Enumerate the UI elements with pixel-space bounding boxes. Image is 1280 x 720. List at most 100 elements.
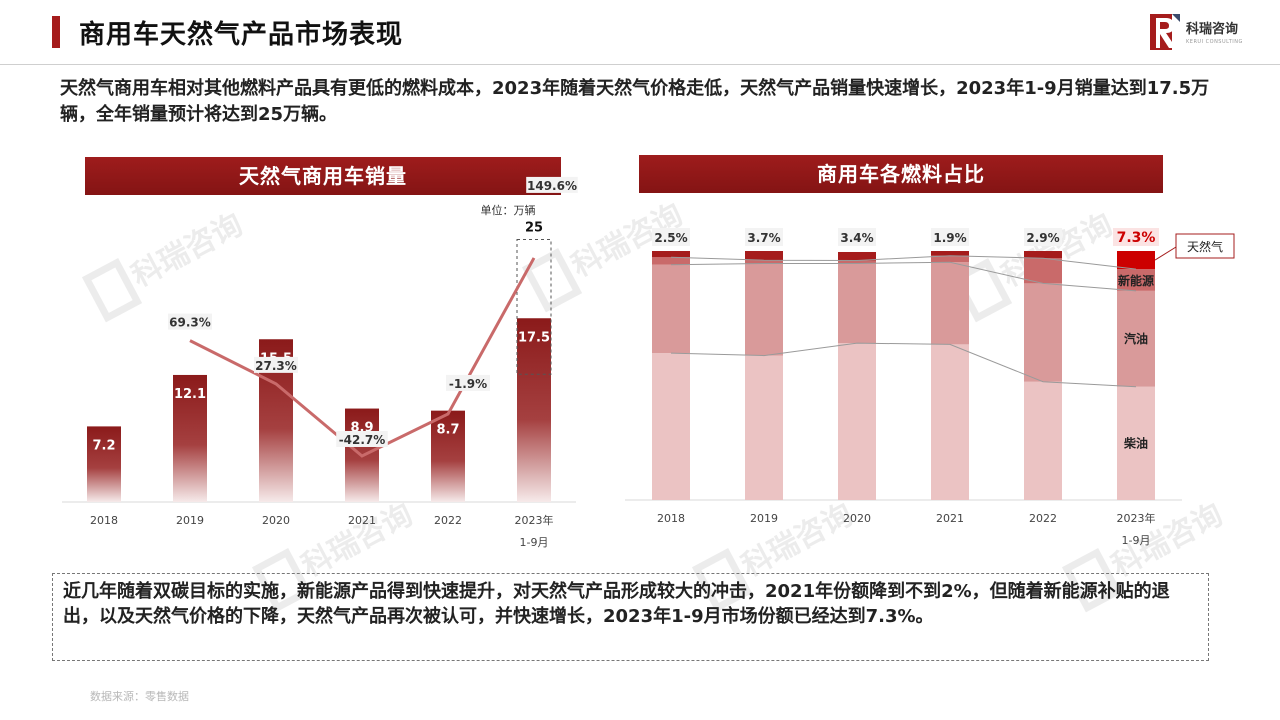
growth-label-bg — [526, 176, 578, 193]
logo-r-icon — [1150, 14, 1180, 50]
right-x-tick: 2022 — [1029, 512, 1057, 525]
series-connector-新能源 — [670, 255, 1137, 270]
watermark-logo-icon — [691, 548, 753, 613]
ng-share-label: 2.5% — [654, 231, 687, 245]
right-x-tick: 2020 — [843, 512, 871, 525]
share-bar-汽油 — [1117, 290, 1155, 387]
conclusion-box: 近几年随着双碳目标的实施，新能源产品得到快速提升，对天然气产品形成较大的冲击，2… — [52, 573, 1209, 661]
share-bar-柴油 — [838, 343, 876, 500]
left-x-tick: 2022 — [434, 514, 462, 527]
share-bar-汽油 — [652, 264, 690, 354]
share-bar-柴油 — [1024, 381, 1062, 500]
ng-share-label-bg — [1024, 228, 1062, 246]
series-label-nev: 新能源 — [1118, 273, 1154, 288]
share-bar-汽油 — [931, 262, 969, 345]
series-connector-汽油 — [670, 261, 1137, 292]
share-bar-柴油 — [1117, 386, 1155, 500]
growth-label-bg — [446, 374, 490, 391]
watermark-logo-icon — [81, 258, 143, 323]
share-bar-柴油 — [745, 355, 783, 500]
share-bar-新能源 — [745, 260, 783, 264]
right-x-tick-line2: 1-9月 — [1122, 534, 1151, 547]
projection-label: 25 — [525, 221, 543, 236]
sales-bar-label: 7.2 — [92, 438, 115, 453]
ng-share-label: 3.4% — [840, 231, 873, 245]
share-bar-天然气 — [1024, 251, 1062, 259]
growth-rate-label: 27.3% — [255, 359, 297, 373]
share-bar-汽油 — [838, 263, 876, 344]
share-bar-柴油 — [652, 353, 690, 500]
ng-callout-box — [1175, 233, 1235, 259]
sales-bar-2022 — [431, 410, 465, 502]
left-chart-header: 天然气商用车销量 — [85, 157, 561, 195]
growth-rate-line — [189, 257, 536, 458]
growth-rate-label: -1.9% — [449, 377, 487, 391]
brand-logo: 科瑞咨询 KERUI CONSULTING — [1150, 12, 1250, 54]
data-source: 数据来源：零售数据 — [90, 690, 189, 703]
share-bar-天然气 — [652, 251, 690, 258]
sales-bar-2019 — [173, 374, 207, 502]
growth-rate-label: -42.7% — [339, 433, 386, 447]
series-label-gasoline: 汽油 — [1124, 331, 1148, 346]
left-x-tick: 2018 — [90, 514, 118, 527]
share-bar-天然气 — [1117, 251, 1155, 270]
growth-rate-label: 69.3% — [169, 316, 211, 330]
sales-bar-2018 — [87, 426, 121, 502]
share-bar-新能源 — [652, 257, 690, 265]
left-x-tick-line2: 1-9月 — [520, 536, 549, 549]
watermark-text: 科瑞咨询 — [126, 207, 248, 294]
title-divider — [0, 64, 1280, 65]
ng-share-label: 7.3% — [1117, 230, 1156, 246]
ng-share-label: 3.7% — [747, 231, 780, 245]
share-bar-天然气 — [745, 251, 783, 261]
series-connector-柴油 — [670, 342, 1137, 388]
left-unit-label: 单位：万辆 — [481, 203, 536, 217]
growth-rate-label: 149.6% — [527, 179, 577, 193]
watermark-logo-icon — [521, 248, 583, 313]
logo-subtitle: KERUI CONSULTING — [1186, 39, 1243, 45]
growth-label-bg — [168, 313, 212, 330]
watermark-0: 科瑞咨询 — [81, 207, 249, 323]
ng-share-label-bg — [838, 228, 876, 246]
share-bar-新能源 — [838, 260, 876, 264]
ng-callout-line — [1154, 246, 1177, 261]
share-bar-汽油 — [745, 263, 783, 356]
right-x-tick: 2019 — [750, 512, 778, 525]
share-bar-汽油 — [1024, 283, 1062, 382]
left-x-tick: 2020 — [262, 514, 290, 527]
sales-bar-2023年 — [517, 318, 551, 502]
left-x-tick: 2021 — [348, 514, 376, 527]
watermark-text: 科瑞咨询 — [296, 497, 418, 584]
left-x-tick: 2023年 — [515, 513, 554, 527]
left-x-tick: 2019 — [176, 514, 204, 527]
share-bar-天然气 — [931, 251, 969, 256]
right-x-tick: 2021 — [936, 512, 964, 525]
right-x-tick: 2018 — [657, 512, 685, 525]
title-accent-bar — [52, 16, 60, 48]
ng-share-label-bg — [652, 228, 690, 246]
intro-text: 天然气商用车相对其他燃料产品具有更低的燃料成本，2023年随着天然气价格走低，天… — [60, 78, 1210, 125]
sales-bar-label: 8.7 — [436, 423, 459, 438]
watermark-logo-icon — [1061, 548, 1123, 613]
title-bar: 商用车天然气产品市场表现 科瑞咨询 KERUI CONSULTING — [0, 0, 1280, 64]
ng-share-label: 1.9% — [933, 231, 966, 245]
logo-name: 科瑞咨询 — [1186, 22, 1239, 37]
projection-box — [516, 239, 552, 375]
ng-share-label: 2.9% — [1026, 231, 1059, 245]
ng-share-label-bg — [745, 228, 783, 246]
ng-callout-label: 天然气 — [1187, 239, 1223, 254]
share-bar-柴油 — [931, 344, 969, 500]
watermark-text: 科瑞咨询 — [736, 497, 858, 584]
share-bar-新能源 — [1117, 269, 1155, 291]
share-bar-新能源 — [1024, 258, 1062, 284]
sales-bar-label: 12.1 — [174, 387, 206, 402]
series-label-diesel: 柴油 — [1123, 435, 1148, 450]
share-bar-新能源 — [931, 255, 969, 263]
ng-share-label-bg — [1113, 228, 1159, 246]
share-bar-天然气 — [838, 251, 876, 261]
right-x-tick: 2023年 — [1117, 511, 1156, 525]
growth-label-bg — [254, 356, 298, 373]
right-chart-header: 商用车各燃料占比 — [639, 155, 1163, 193]
ng-share-label-bg — [931, 228, 969, 246]
